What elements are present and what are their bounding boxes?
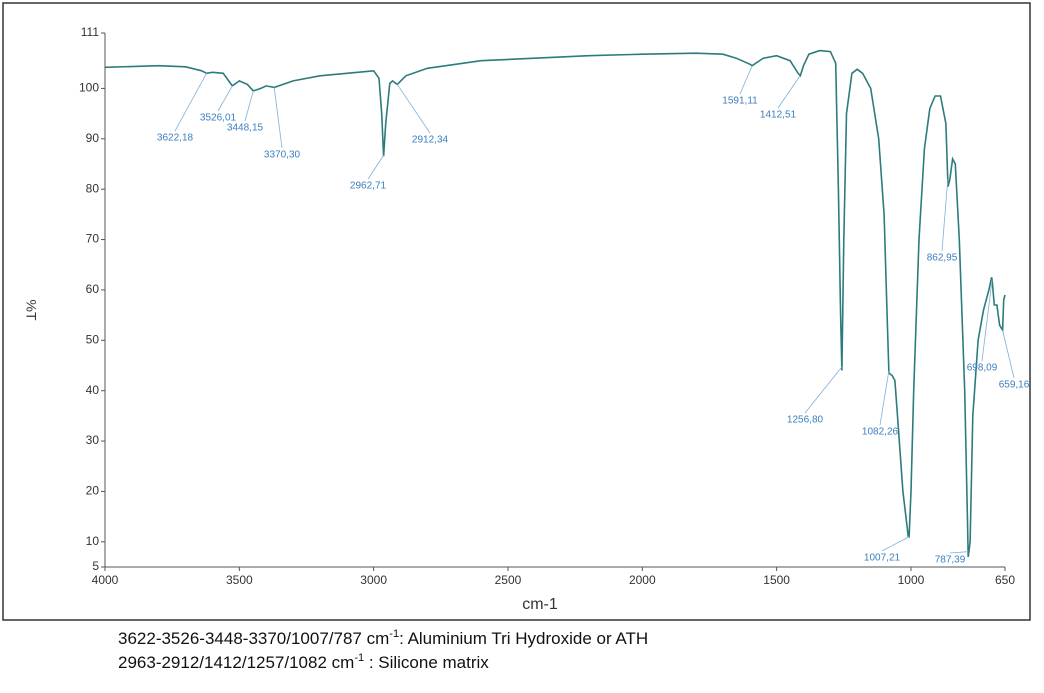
annotation-leader <box>804 366 843 414</box>
x-tick-label: 1000 <box>898 573 925 587</box>
y-tick-label: 100 <box>79 81 99 95</box>
annotation-label: 1007,21 <box>864 553 901 564</box>
x-tick-label: 650 <box>995 573 1015 587</box>
x-tick-label: 4000 <box>92 573 119 587</box>
annotation-leader <box>244 90 254 122</box>
annotation-leader <box>879 370 890 426</box>
annotation-leader <box>777 75 801 109</box>
y-tick-label: 70 <box>86 232 100 246</box>
y-tick-label: 111 <box>81 25 100 39</box>
x-tick-label: 2000 <box>629 573 656 587</box>
annotation-label: 3622,18 <box>157 133 194 144</box>
annotation-label: 1591,11 <box>722 96 758 107</box>
annotation-leader <box>981 279 993 362</box>
annotation-leader <box>881 536 910 552</box>
x-tick-label: 3500 <box>226 573 253 587</box>
caption-line: 3622-3526-3448-3370/1007/787 cm-1: Alumi… <box>118 628 648 649</box>
y-tick-label: 5 <box>92 559 99 573</box>
annotation-label: 659,16 <box>999 380 1030 391</box>
annotation-label: 3526,01 <box>200 113 237 124</box>
annotation-label: 2912,34 <box>412 135 449 146</box>
annotation-leader <box>949 551 969 554</box>
annotation-leader <box>739 65 753 95</box>
y-tick-label: 30 <box>86 433 100 447</box>
annotation-label: 787,39 <box>935 555 966 566</box>
annotation-leader <box>217 85 233 112</box>
annotation-label: 1082,26 <box>862 427 899 438</box>
caption-sup: -1 <box>354 652 364 664</box>
annotation-leader <box>1002 330 1015 379</box>
x-tick-label: 2500 <box>495 573 522 587</box>
y-tick-label: 50 <box>86 332 100 346</box>
caption-text: 2963-2912/1412/1257/1082 cm <box>118 653 354 672</box>
annotation-label: 698,09 <box>967 363 998 374</box>
x-axis-label: cm-1 <box>522 596 558 613</box>
x-tick-label: 3000 <box>360 573 387 587</box>
caption-text: 3622-3526-3448-3370/1007/787 cm <box>118 629 389 648</box>
annotation-label: 2962,71 <box>350 181 387 192</box>
caption-rest: : Aluminium Tri Hydroxide or ATH <box>399 629 648 648</box>
annotation-label: 1412,51 <box>760 110 797 121</box>
annotation-leader <box>367 155 385 180</box>
y-tick-label: 90 <box>86 131 100 145</box>
annotation-leader <box>174 73 207 132</box>
y-tick-label: 40 <box>86 383 100 397</box>
y-axis-label: %T <box>23 300 39 321</box>
caption-rest: : Silicone matrix <box>364 653 489 672</box>
annotation-leader <box>273 87 283 149</box>
y-tick-label: 10 <box>86 534 100 548</box>
annotation-label: 3448,15 <box>227 123 264 134</box>
y-tick-label: 20 <box>86 484 100 498</box>
y-tick-label: 80 <box>86 181 100 195</box>
annotation-leader <box>396 84 431 134</box>
annotation-label: 862,95 <box>927 253 958 264</box>
y-tick-label: 60 <box>86 282 100 296</box>
spectrum-line <box>104 49 1006 557</box>
frame <box>2 2 1031 621</box>
x-tick-label: 1500 <box>763 573 790 587</box>
caption-line: 2963-2912/1412/1257/1082 cm-1 : Silicone… <box>118 652 489 673</box>
caption-sup: -1 <box>389 628 399 640</box>
annotation-label: 3370,30 <box>264 150 301 161</box>
annotation-label: 1256,80 <box>787 415 824 426</box>
annotation-leader <box>941 179 949 252</box>
